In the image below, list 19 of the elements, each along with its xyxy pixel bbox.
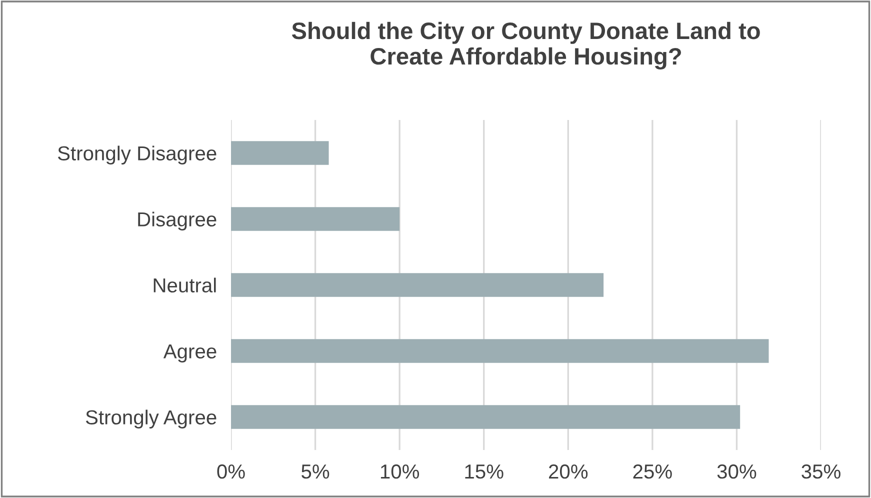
y-tick-label: Disagree [138,212,216,230]
x-tick-label: 25% [633,464,672,479]
x-tick-label: 35% [802,464,840,479]
bar [231,405,740,429]
bar [231,339,769,363]
y-tick-label: Strongly Disagree [58,146,216,164]
bar [231,273,604,297]
bar [231,207,400,231]
y-tick-label: Strongly Agree [86,410,216,428]
y-tick-label: Agree [163,344,216,362]
x-tick-label: 30% [717,464,756,479]
x-tick-label: 5% [302,464,330,479]
x-tick-label: 15% [465,464,504,479]
y-tick-label: Neutral [154,278,216,292]
chart-title: Should the City or County Donate Land to Create Affordable Housing? [292,22,760,70]
x-tick-label: 10% [380,464,420,479]
x-tick-label: 20% [549,464,588,479]
bar [231,141,329,165]
x-tick-label: 0% [217,464,245,479]
